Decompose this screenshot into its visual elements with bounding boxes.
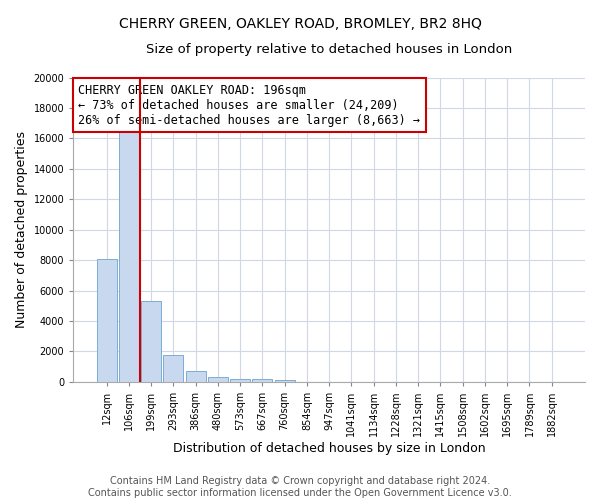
Bar [119, 128, 139, 382]
Bar [208, 377, 228, 382]
Bar [97, 258, 116, 382]
Text: CHERRY GREEN OAKLEY ROAD: 196sqm
← 73% of detached houses are smaller (24,209)
2: CHERRY GREEN OAKLEY ROAD: 196sqm ← 73% o… [79, 84, 421, 126]
Bar [185, 371, 206, 382]
Bar [275, 380, 295, 382]
Bar [230, 379, 250, 382]
Title: Size of property relative to detached houses in London: Size of property relative to detached ho… [146, 42, 512, 56]
Bar [253, 380, 272, 382]
X-axis label: Distribution of detached houses by size in London: Distribution of detached houses by size … [173, 442, 485, 455]
Bar [163, 356, 184, 382]
Text: CHERRY GREEN, OAKLEY ROAD, BROMLEY, BR2 8HQ: CHERRY GREEN, OAKLEY ROAD, BROMLEY, BR2 … [119, 18, 481, 32]
Text: Contains HM Land Registry data © Crown copyright and database right 2024.
Contai: Contains HM Land Registry data © Crown c… [88, 476, 512, 498]
Bar [141, 301, 161, 382]
Y-axis label: Number of detached properties: Number of detached properties [15, 131, 28, 328]
